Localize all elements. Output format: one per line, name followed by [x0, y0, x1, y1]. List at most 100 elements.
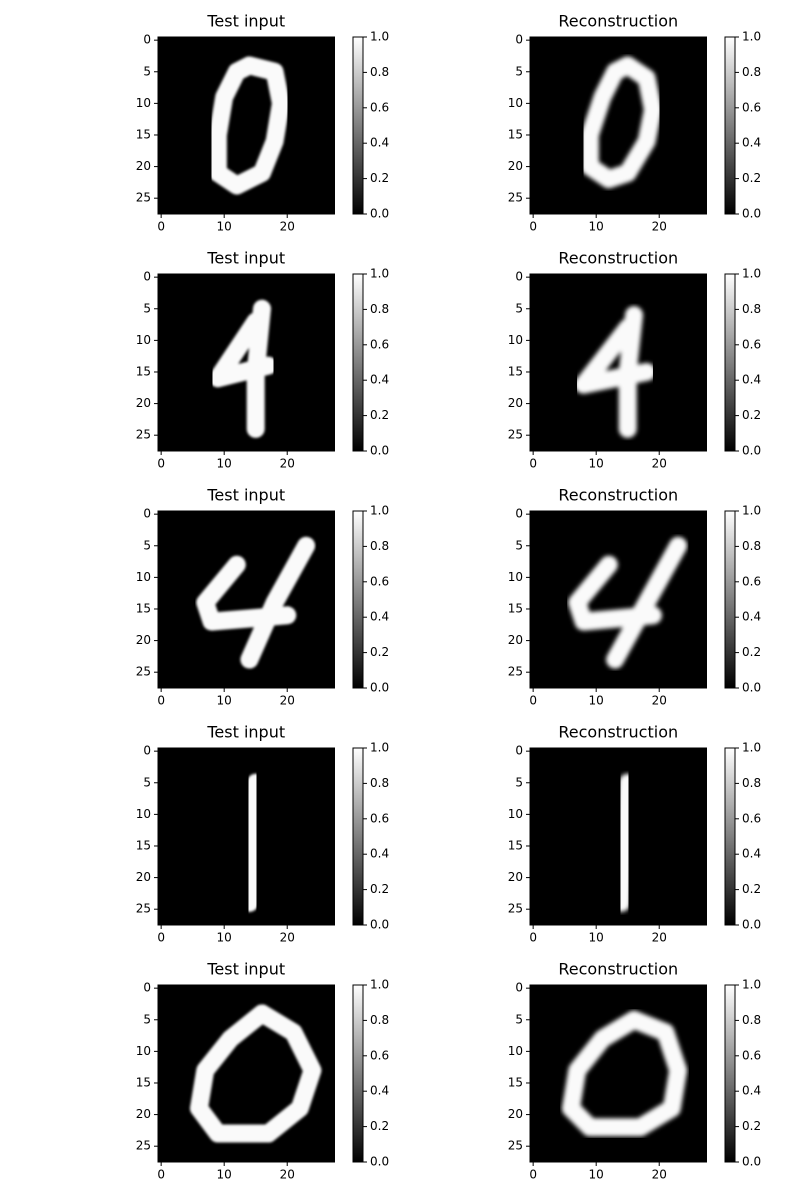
y-tick-label: 10 [136, 96, 151, 110]
colorbar-tick-label: 0.4 [742, 373, 761, 387]
x-tick-label: 0 [157, 220, 165, 234]
x-tick-label: 0 [529, 1168, 537, 1182]
x-tick-label: 20 [652, 457, 667, 471]
colorbar-tick-label: 0.4 [370, 847, 389, 861]
colorbar-tick-label: 0.2 [742, 882, 761, 896]
y-tick-label: 25 [136, 1139, 151, 1153]
colorbar-tick-label: 0.2 [742, 645, 761, 659]
y-tick-label: 10 [508, 1044, 523, 1058]
y-tick-label: 25 [508, 191, 523, 205]
colorbar-tick-label: 0.0 [370, 681, 389, 695]
colorbar-tick-label: 0.6 [742, 811, 761, 825]
colorbar-tick-label: 1.0 [742, 267, 761, 281]
y-tick-label: 0 [143, 507, 151, 521]
colorbar-tick-label: 0.8 [370, 65, 389, 79]
y-tick-label: 15 [136, 601, 151, 615]
colorbar-tick-label: 0.8 [370, 1013, 389, 1027]
x-tick-label: 20 [280, 220, 295, 234]
colorbar [724, 273, 736, 452]
x-tick-label: 20 [280, 931, 295, 945]
colorbar-tick-label: 0.2 [370, 408, 389, 422]
colorbar-tick-label: 0.2 [370, 171, 389, 185]
x-tick-label: 10 [589, 931, 604, 945]
y-tick-label: 5 [515, 301, 523, 315]
y-tick-label: 15 [136, 127, 151, 141]
x-tick-label: 10 [217, 694, 232, 708]
colorbar [724, 36, 736, 215]
colorbar-tick-label: 0.8 [370, 776, 389, 790]
y-tick-label: 20 [508, 870, 523, 884]
y-tick-label: 10 [508, 96, 523, 110]
y-tick-label: 0 [143, 33, 151, 47]
colorbar-tick-label: 0.4 [370, 1084, 389, 1098]
x-tick-label: 0 [529, 457, 537, 471]
digit-stroke [606, 536, 688, 669]
axes-frame [529, 984, 707, 1163]
y-tick-label: 15 [136, 1075, 151, 1089]
panel-title: Test input [206, 723, 285, 742]
y-tick-label: 15 [508, 838, 523, 852]
x-tick-label: 0 [529, 220, 537, 234]
colorbar-tick-label: 0.4 [370, 610, 389, 624]
y-tick-label: 20 [136, 870, 151, 884]
x-tick-label: 0 [157, 694, 165, 708]
colorbar-tick-label: 0.4 [742, 1084, 761, 1098]
colorbar-tick-label: 0.2 [742, 408, 761, 422]
panel-title: Reconstruction [558, 723, 678, 742]
colorbar-tick-label: 0.2 [370, 645, 389, 659]
digit [580, 56, 662, 189]
colorbar-tick-label: 0.0 [370, 444, 389, 458]
y-tick-label: 10 [136, 807, 151, 821]
colorbar-tick-label: 0.8 [370, 539, 389, 553]
y-tick-label: 15 [508, 601, 523, 615]
colorbar-tick-label: 0.8 [742, 539, 761, 553]
digit [574, 306, 656, 438]
x-tick-label: 10 [217, 931, 232, 945]
axes-frame [529, 36, 707, 215]
x-tick-label: 10 [217, 457, 232, 471]
colorbar [352, 36, 364, 215]
colorbar-tick-label: 0.0 [370, 1155, 389, 1169]
axes-frame [529, 273, 707, 452]
y-tick-label: 15 [136, 364, 151, 378]
x-tick-label: 10 [217, 1168, 232, 1182]
colorbar [352, 510, 364, 689]
colorbar-tick-label: 0.2 [370, 1119, 389, 1133]
colorbar-tick-label: 0.2 [742, 171, 761, 185]
y-tick-label: 20 [508, 1107, 523, 1121]
digit-stroke [580, 56, 662, 189]
y-tick-label: 25 [136, 428, 151, 442]
y-tick-label: 5 [515, 1012, 523, 1026]
colorbar-tick-label: 0.0 [742, 1155, 761, 1169]
y-tick-label: 5 [143, 301, 151, 315]
digit-stroke [208, 312, 278, 388]
panel-title: Test input [206, 486, 285, 505]
x-tick-label: 0 [529, 694, 537, 708]
colorbar-tick-label: 0.4 [742, 136, 761, 150]
y-tick-label: 15 [508, 1075, 523, 1089]
colorbar-tick-label: 0.4 [742, 847, 761, 861]
y-tick-label: 0 [515, 744, 523, 758]
digit-stroke [574, 318, 656, 394]
digit [208, 56, 290, 195]
y-tick-label: 20 [136, 396, 151, 410]
colorbar-tick-label: 0.2 [370, 882, 389, 896]
digit-stroke [561, 1010, 688, 1137]
x-tick-label: 0 [157, 931, 165, 945]
digit [240, 773, 265, 912]
colorbar-tick-label: 0.8 [742, 776, 761, 790]
y-tick-label: 25 [136, 665, 151, 679]
panel-title: Reconstruction [558, 486, 678, 505]
panel-title: Test input [206, 12, 285, 31]
colorbar-tick-label: 1.0 [742, 741, 761, 755]
digit-stroke [240, 536, 316, 669]
y-tick-label: 20 [136, 1107, 151, 1121]
colorbar-tick-label: 0.6 [370, 100, 389, 114]
colorbar [352, 747, 364, 926]
colorbar-tick-label: 1.0 [370, 30, 389, 44]
y-tick-label: 25 [508, 428, 523, 442]
panel-title: Test input [206, 960, 285, 979]
y-tick-label: 25 [508, 902, 523, 916]
y-tick-label: 20 [136, 633, 151, 647]
y-tick-label: 15 [508, 364, 523, 378]
